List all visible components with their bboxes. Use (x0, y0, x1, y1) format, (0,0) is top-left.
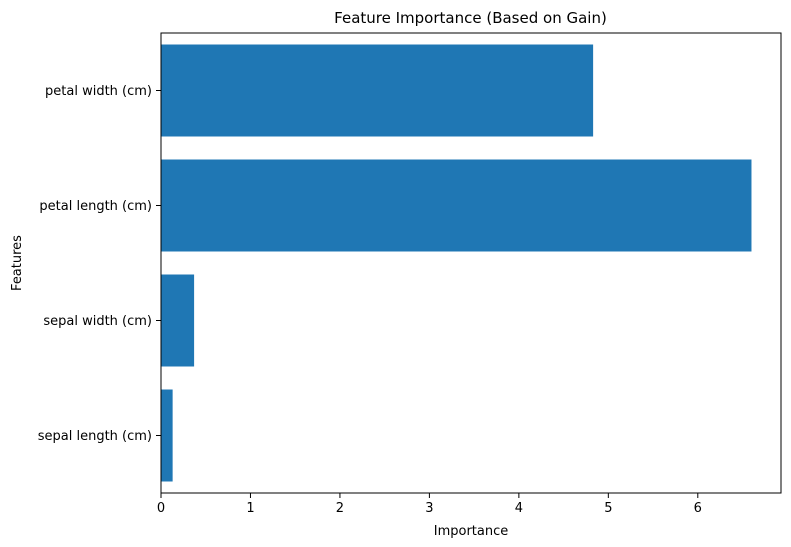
y-tick-label: sepal length (cm) (38, 429, 152, 444)
y-tick-label: sepal width (cm) (43, 314, 152, 329)
x-tick-label: 4 (515, 501, 523, 516)
bar (161, 44, 594, 137)
x-tick-label: 6 (694, 501, 702, 516)
chart-title: Feature Importance (Based on Gain) (334, 9, 607, 27)
plot-frame (160, 32, 782, 494)
x-tick-label: 0 (157, 501, 165, 516)
x-tick-label: 2 (336, 501, 344, 516)
x-tick-label: 1 (246, 501, 254, 516)
bars-group (161, 44, 752, 482)
x-axis-label: Importance (434, 524, 509, 539)
y-tick-label: petal width (cm) (45, 84, 152, 99)
y-tick-label: petal length (cm) (39, 199, 152, 214)
y-ticks-group: sepal length (cm) sepal width (cm) petal l… (38, 84, 161, 444)
bar (161, 159, 752, 252)
bar (161, 389, 173, 482)
x-ticks-group: 0 1 2 3 4 5 6 (157, 493, 702, 516)
x-tick-label: 5 (604, 501, 612, 516)
bar (161, 274, 195, 367)
y-axis-label: Features (10, 235, 25, 291)
x-tick-label: 3 (425, 501, 433, 516)
